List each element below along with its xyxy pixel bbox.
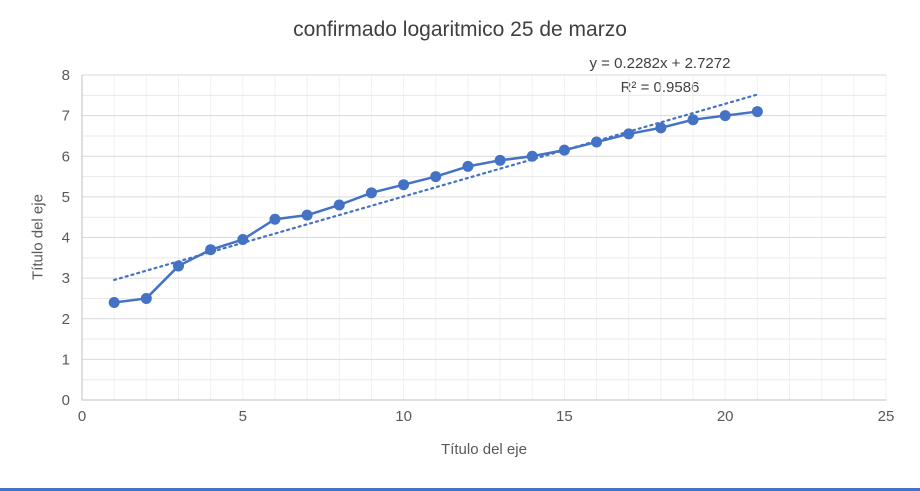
x-tick-label: 15 bbox=[556, 408, 573, 425]
x-tick-label: 25 bbox=[878, 408, 895, 425]
x-tick-label: 5 bbox=[239, 408, 247, 425]
data-point-marker bbox=[398, 179, 410, 191]
y-tick-label: 4 bbox=[62, 230, 70, 247]
x-axis-title: Título del eje bbox=[441, 441, 527, 458]
data-point-marker bbox=[172, 260, 184, 272]
x-tick-label: 10 bbox=[395, 408, 412, 425]
y-tick-label: 6 bbox=[62, 148, 70, 165]
y-tick-label: 8 bbox=[62, 67, 70, 84]
data-point-marker bbox=[237, 234, 249, 246]
data-point-marker bbox=[558, 144, 570, 156]
x-tick-label: 0 bbox=[78, 408, 86, 425]
trendline-equation: y = 0.2282x + 2.7272 bbox=[589, 55, 731, 72]
y-tick-label: 2 bbox=[62, 311, 70, 328]
data-point-marker bbox=[462, 160, 474, 172]
x-tick-label: 20 bbox=[717, 408, 734, 425]
bottom-border bbox=[0, 488, 920, 491]
data-point-marker bbox=[494, 154, 506, 166]
trendline bbox=[113, 93, 759, 282]
data-point-marker bbox=[108, 297, 120, 308]
y-tick-label: 3 bbox=[62, 270, 70, 287]
data-point-marker bbox=[655, 122, 667, 134]
data-point-marker bbox=[301, 209, 313, 221]
data-point-marker bbox=[430, 171, 442, 183]
y-tick-label: 1 bbox=[62, 351, 70, 368]
y-tick-label: 7 bbox=[62, 108, 70, 125]
data-point-marker bbox=[623, 128, 635, 140]
data-point-marker bbox=[269, 213, 281, 225]
y-tick-label: 0 bbox=[62, 392, 70, 409]
data-point-marker bbox=[751, 106, 763, 118]
data-point-marker bbox=[365, 187, 377, 199]
r-squared-label: R² = 0.9586 bbox=[620, 79, 700, 96]
data-point-marker bbox=[140, 292, 152, 304]
data-point-marker bbox=[719, 110, 731, 122]
data-point-marker bbox=[591, 136, 603, 148]
y-tick-label: 5 bbox=[62, 189, 70, 206]
data-point-marker bbox=[333, 199, 345, 211]
chart-title: confirmado logaritmico 25 de marzo bbox=[293, 18, 627, 41]
data-point-marker bbox=[205, 244, 217, 256]
data-point-marker bbox=[526, 150, 538, 162]
data-point-marker bbox=[687, 114, 699, 126]
